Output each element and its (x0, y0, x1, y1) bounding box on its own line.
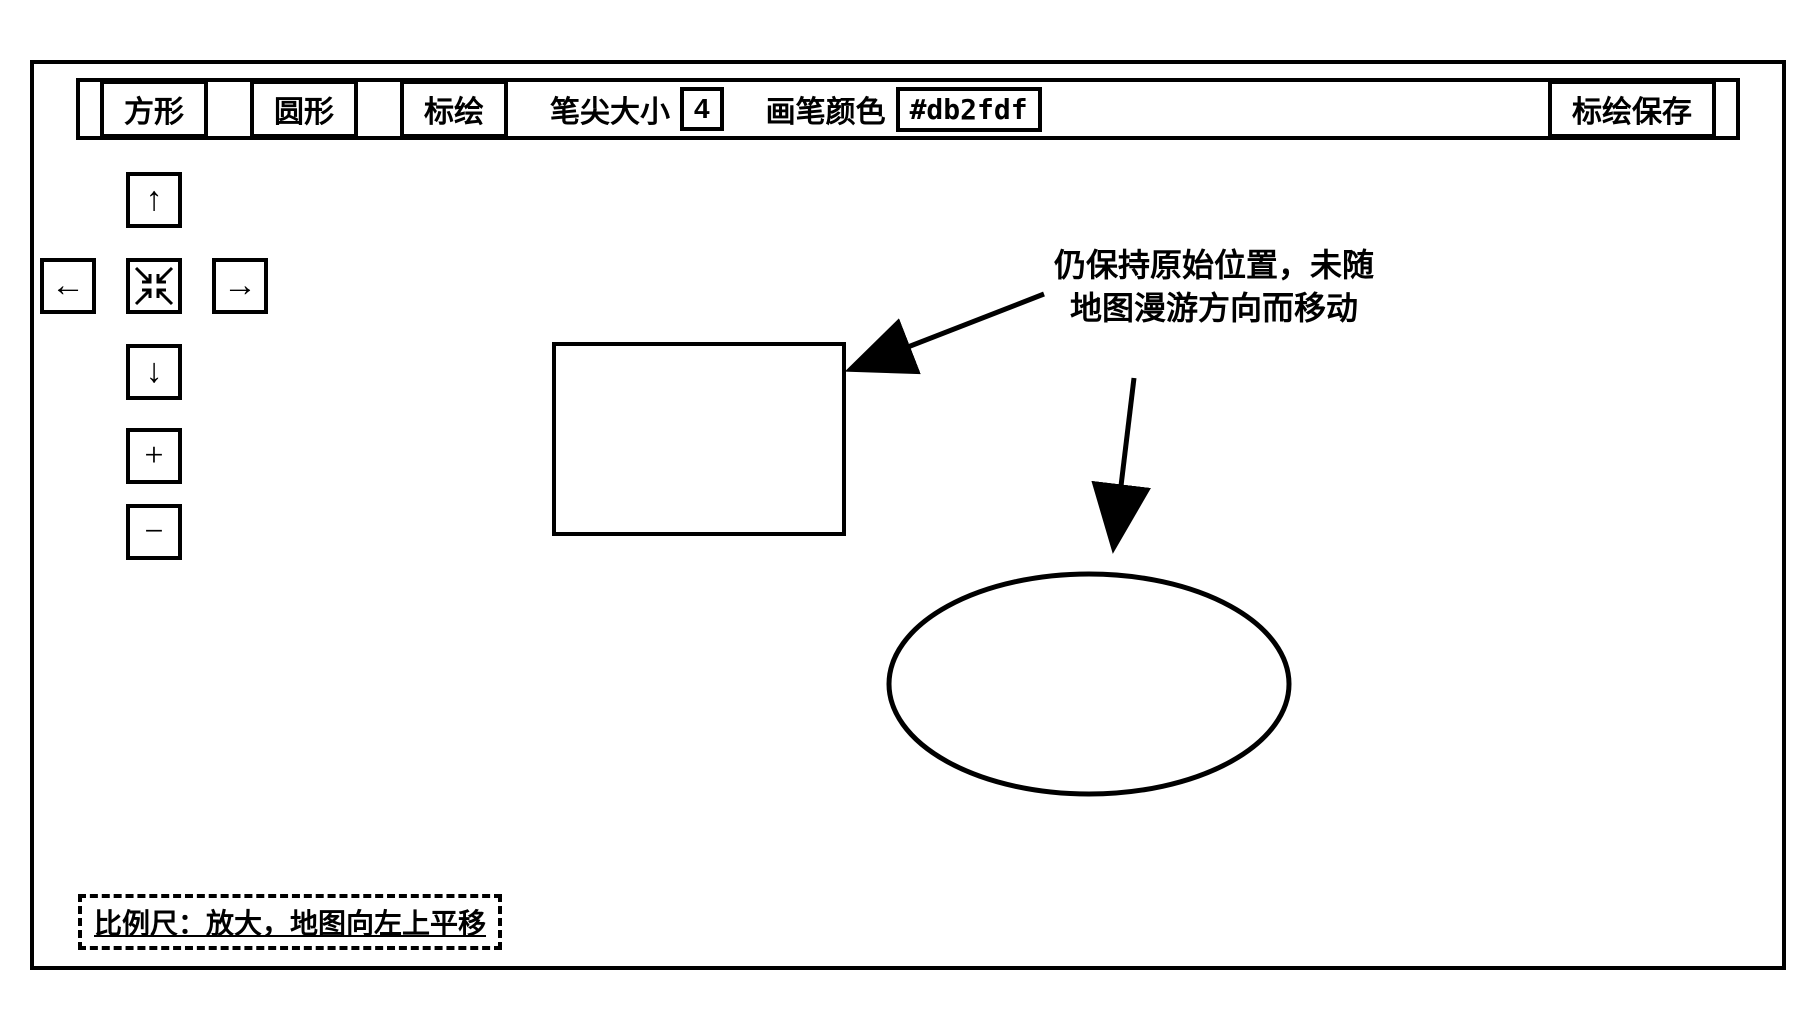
arrow-down-icon: ↓ (146, 353, 163, 391)
status-text: 比例尺：放大，地图向左上平移 (94, 908, 486, 939)
circle-tool-button[interactable]: 圆形 (250, 80, 358, 138)
canvas (34, 64, 1782, 966)
pan-down-button[interactable]: ↓ (126, 344, 182, 400)
center-icon (132, 264, 176, 308)
app-window: 方形 圆形 标绘 笔尖大小 4 画笔颜色 #db2fdf 标绘保存 ↑ ← → … (30, 60, 1786, 970)
toolbar: 方形 圆形 标绘 笔尖大小 4 画笔颜色 #db2fdf 标绘保存 (76, 78, 1740, 140)
pan-up-button[interactable]: ↑ (126, 172, 182, 228)
status-bar: 比例尺：放大，地图向左上平移 (78, 894, 502, 950)
callout-arrow-rect (854, 294, 1044, 368)
plus-icon: + (144, 437, 163, 475)
arrow-up-icon: ↑ (146, 181, 163, 219)
pan-right-button[interactable]: → (212, 258, 268, 314)
pen-color-label: 画笔颜色 (766, 87, 886, 131)
save-button[interactable]: 标绘保存 (1548, 80, 1716, 138)
pen-color-input[interactable]: #db2fdf (896, 87, 1042, 132)
rect-tool-button[interactable]: 方形 (100, 80, 208, 138)
arrow-right-icon: → (223, 267, 257, 305)
zoom-out-button[interactable]: − (126, 504, 182, 560)
arrow-left-icon: ← (51, 267, 85, 305)
callout-arrow-ellipse (1114, 378, 1134, 544)
draw-tool-button[interactable]: 标绘 (400, 80, 508, 138)
pan-left-button[interactable]: ← (40, 258, 96, 314)
annotation-line2: 地图漫游方向而移动 (1054, 287, 1374, 330)
annotation-line1: 仍保持原始位置，未随 (1054, 244, 1374, 287)
minus-icon: − (144, 513, 163, 551)
annotation-text: 仍保持原始位置，未随 地图漫游方向而移动 (1054, 244, 1374, 330)
zoom-in-button[interactable]: + (126, 428, 182, 484)
pen-size-input[interactable]: 4 (680, 87, 724, 131)
center-button[interactable] (126, 258, 182, 314)
drawn-ellipse (889, 574, 1289, 794)
drawn-rect (554, 344, 844, 534)
pen-size-label: 笔尖大小 (550, 87, 670, 131)
